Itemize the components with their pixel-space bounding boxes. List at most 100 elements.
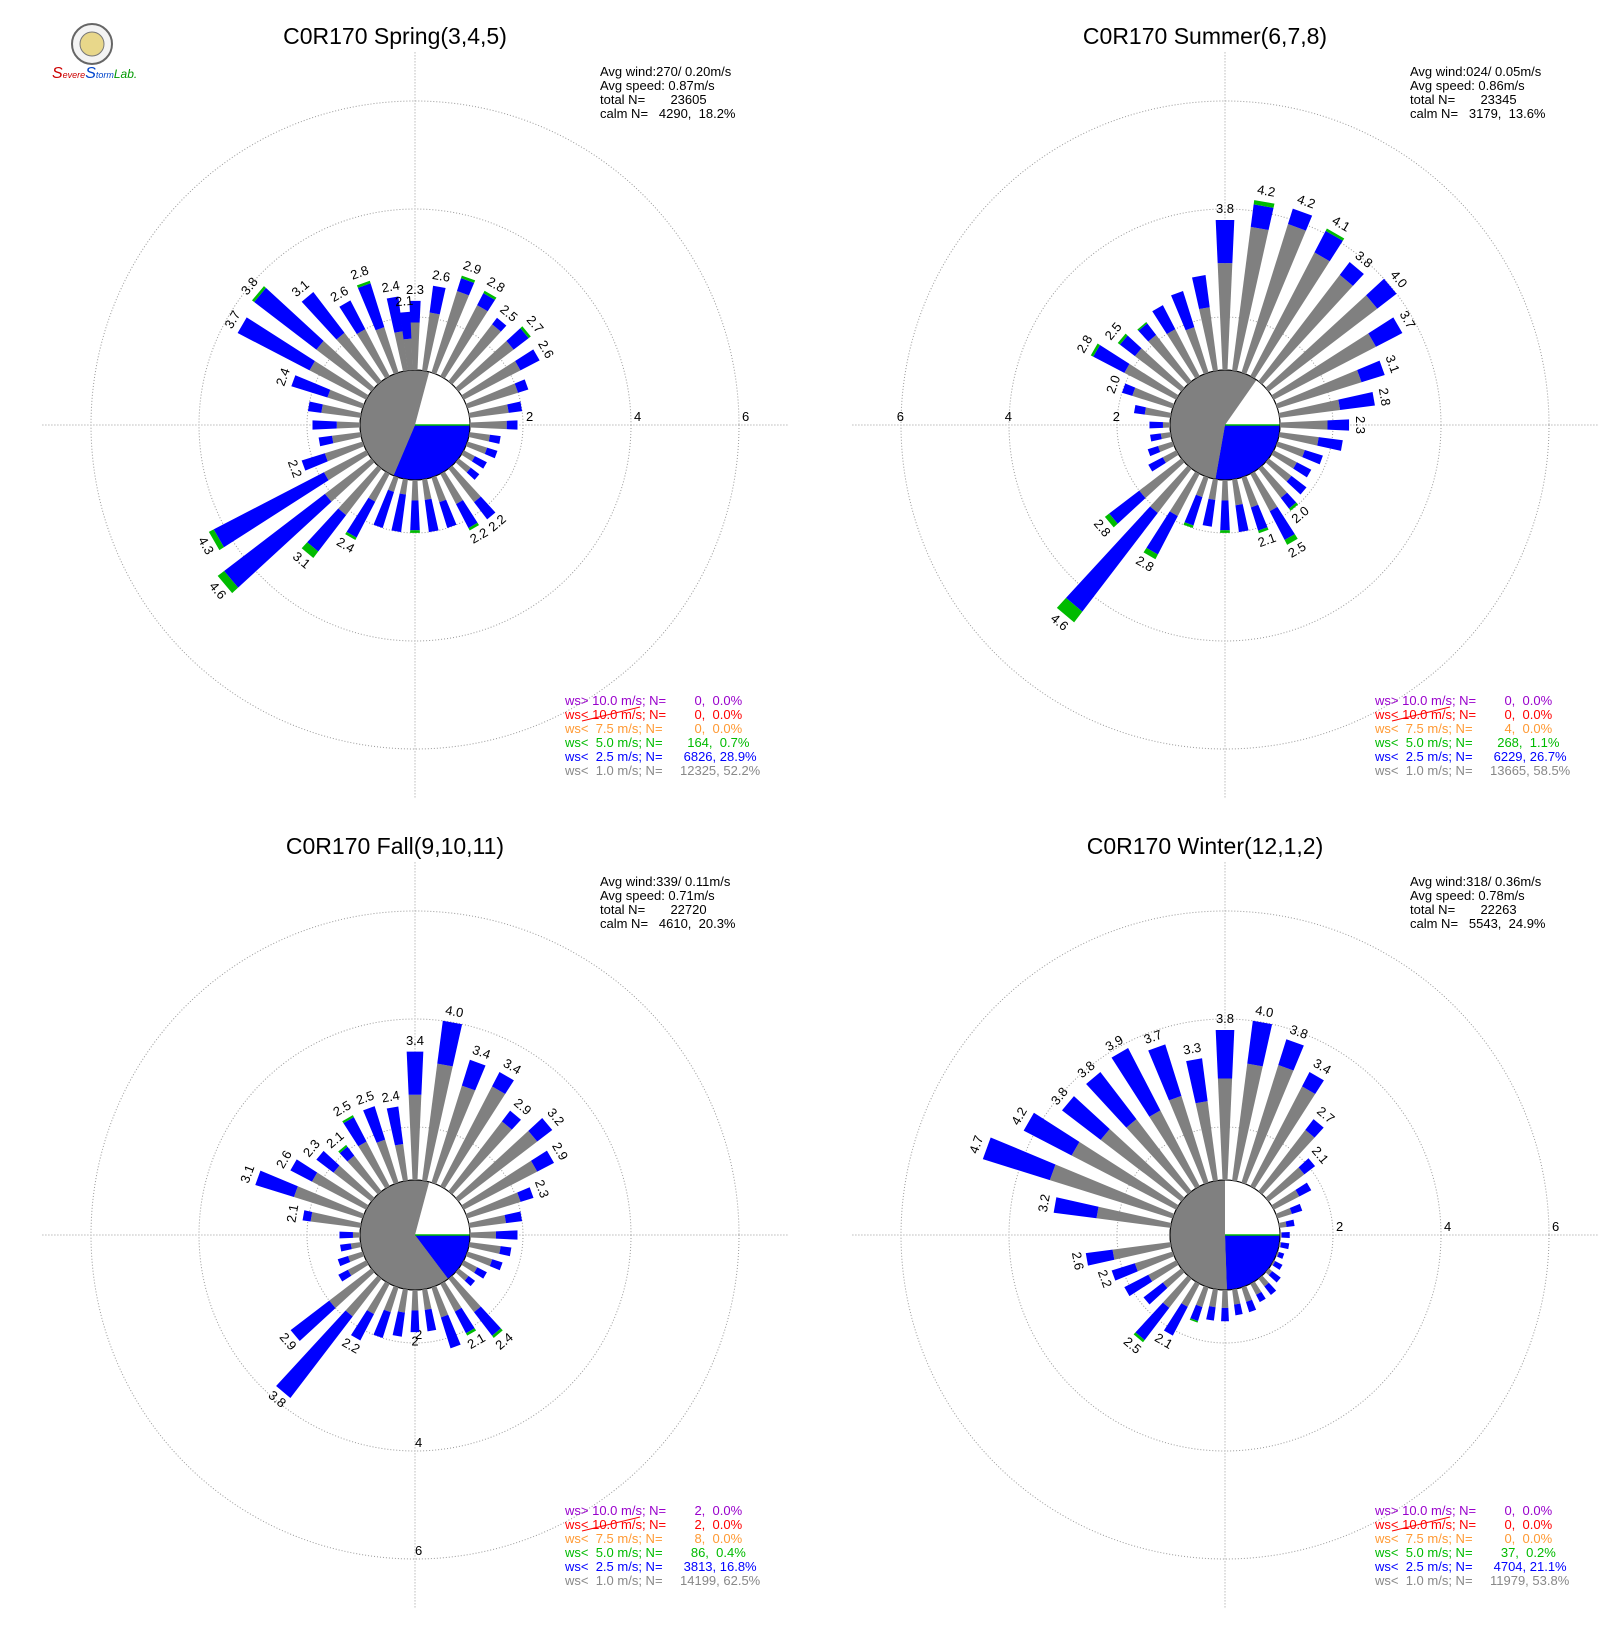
bar-segment-green	[208, 529, 224, 551]
legend-label: ws< 7.5 m/s; N=	[564, 1531, 663, 1546]
bar-segment-calm	[366, 1281, 390, 1315]
bar-segment-green	[1090, 343, 1100, 357]
bar-segment-calm	[1169, 471, 1200, 517]
bar-segment-calm	[1250, 252, 1330, 379]
windrose-panel: C0R170 Spring(3,4,5) 2 4 6 2.3 2.6 2.9 2.8 2.5 2.…	[0, 0, 810, 810]
bar-segment-blue	[1305, 1119, 1324, 1138]
chart-title: C0R170 Summer(6,7,8)	[1083, 23, 1327, 49]
bar-segment-calm	[455, 340, 514, 392]
bar-segment-blue	[1357, 360, 1385, 383]
bar-segment-calm	[311, 1172, 369, 1210]
bar-segment-calm	[1049, 1164, 1175, 1219]
bar-segment-calm	[448, 1121, 512, 1195]
bar-segment-green	[1288, 502, 1299, 511]
legend-label: ws< 1.0 m/s; N=	[564, 1573, 663, 1588]
bar-segment-calm	[1232, 1288, 1241, 1305]
bar-segment-calm	[1149, 1110, 1200, 1189]
bar-segment-blue	[1121, 383, 1136, 396]
legend-label: ws< 7.5 m/s; N=	[1374, 721, 1473, 736]
bar-segment-calm	[440, 1281, 462, 1312]
legend-value: 2, 0.0%	[680, 1503, 743, 1518]
bar-value-label: 2.3	[532, 1178, 552, 1200]
bar-segment-green	[461, 275, 476, 283]
legend-value: 13665, 58.5%	[1490, 763, 1571, 778]
bar-segment-blue	[1147, 445, 1161, 457]
legend-label: ws< 2.5 m/s; N=	[1374, 1559, 1473, 1574]
bar-segment-blue	[1368, 317, 1403, 347]
calm-slice-white	[415, 371, 470, 425]
bar-value-label: 3.4	[406, 1033, 424, 1048]
bar-value-label: 3.1	[1383, 353, 1403, 375]
legend-label: ws> 10.0 m/s; N=	[564, 1503, 666, 1518]
bar-value-label: 3.4	[1311, 1055, 1334, 1077]
legend-value: 0, 0.0%	[1490, 1517, 1553, 1532]
bar-value-label: 3.1	[237, 1163, 257, 1185]
bar-segment-calm	[376, 1139, 399, 1185]
bar-segment-blue	[1250, 504, 1268, 531]
bar-value-label: 2.8	[1376, 387, 1394, 407]
bar-segment-calm	[403, 338, 413, 371]
bar-segment-calm	[323, 450, 369, 481]
bar-segment-calm	[348, 1251, 365, 1262]
bar-segment-calm	[422, 1288, 432, 1310]
bar-segment-calm	[347, 1155, 382, 1195]
legend-value: 0, 0.0%	[680, 721, 743, 736]
bar-segment-blue	[492, 1071, 514, 1094]
bar-segment-calm	[1221, 1289, 1229, 1308]
bar-segment-blue	[1190, 1304, 1203, 1322]
bar-value-label: 3.4	[471, 1042, 493, 1062]
bar-segment-green	[520, 326, 531, 339]
bar-segment-calm	[1132, 387, 1175, 409]
bar-segment-blue	[1149, 421, 1163, 429]
bar-segment-blue	[1220, 500, 1230, 531]
bar-segment-blue	[1111, 1263, 1138, 1281]
bar-segment-calm	[388, 475, 399, 492]
bar-segment-calm	[1241, 224, 1306, 375]
bar-segment-calm	[465, 1192, 521, 1219]
bar-segment-blue	[1148, 1044, 1182, 1101]
bar-segment-blue	[290, 1159, 318, 1182]
bar-segment-calm	[347, 1260, 369, 1276]
bar-segment-blue	[495, 1230, 518, 1240]
bar-segment-blue	[474, 1267, 487, 1279]
bar-value-label: 3.8	[1216, 201, 1234, 216]
legend-value: 268, 1.1%	[1490, 735, 1560, 750]
bar-segment-green	[1056, 597, 1083, 623]
bar-segment-calm	[1158, 441, 1175, 452]
bar-segment-calm	[1278, 432, 1319, 446]
legend-label: ws< 2.5 m/s; N=	[564, 749, 663, 764]
ring-tick-label: 2	[1336, 1219, 1343, 1234]
bar-segment-calm	[338, 465, 382, 516]
bar-segment-blue	[254, 287, 324, 350]
bar-segment-calm	[1241, 1064, 1294, 1185]
bar-segment-blue	[1206, 1306, 1216, 1321]
bar-value-label: 3.8	[1216, 1011, 1234, 1026]
stats-line: calm N= 4610, 20.3%	[600, 916, 736, 931]
bar-segment-blue	[437, 1020, 463, 1067]
bar-segment-blue	[1287, 208, 1313, 231]
bar-segment-calm	[431, 475, 447, 503]
legend-value: 11979, 53.8%	[1490, 1573, 1570, 1588]
bar-value-label: 2.4	[380, 1088, 400, 1106]
bar-segment-calm	[1139, 458, 1185, 499]
legend-label: ws< 10.0 m/s; N=	[1374, 1517, 1476, 1532]
bar-segment-blue	[1086, 1071, 1137, 1128]
legend-value: 4704, 21.1%	[1490, 1559, 1567, 1574]
bar-segment-calm	[1265, 458, 1292, 482]
bar-segment-blue	[1135, 1302, 1170, 1341]
legend-label: ws< 5.0 m/s; N=	[1374, 735, 1473, 750]
stats-line: total N= 23345	[1410, 92, 1517, 107]
bar-segment-blue	[1339, 261, 1364, 286]
bar-value-label: 2.2	[1095, 1268, 1115, 1290]
legend-label: ws< 1.0 m/s; N=	[1374, 763, 1473, 778]
bar-segment-blue	[350, 1310, 374, 1341]
bar-segment-calm	[422, 312, 440, 372]
stats-line: total N= 23605	[600, 92, 707, 107]
bar-segment-calm	[1162, 422, 1171, 428]
bar-segment-green	[1117, 333, 1128, 345]
bar-segment-calm	[356, 329, 390, 379]
bar-segment-calm	[1271, 1189, 1300, 1210]
bar-segment-calm	[1217, 1078, 1233, 1181]
bar-segment-blue	[1302, 450, 1323, 465]
calm-slice-gray	[360, 370, 430, 476]
